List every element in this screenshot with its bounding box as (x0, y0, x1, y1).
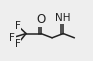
Text: NH: NH (56, 13, 71, 23)
Text: F: F (15, 39, 21, 49)
Text: F: F (9, 33, 15, 43)
Text: F: F (15, 21, 21, 31)
Text: O: O (36, 13, 46, 26)
